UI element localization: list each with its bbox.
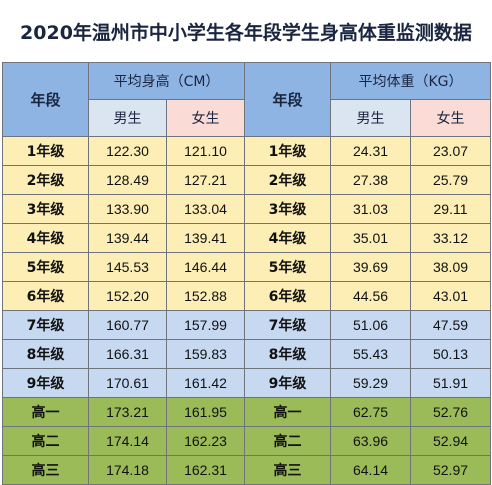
table-row: 7年级 160.77 157.99 7年级 51.06 47.59 bbox=[2, 310, 492, 340]
grade-cell-right: 5年级 bbox=[244, 252, 332, 282]
weight-male-cell: 39.69 bbox=[330, 252, 412, 282]
table-row: 9年级 170.61 161.42 9年级 59.29 51.91 bbox=[2, 368, 492, 398]
weight-female-cell: 25.79 bbox=[410, 165, 492, 195]
height-male-cell: 152.20 bbox=[88, 281, 167, 311]
height-female-cell: 146.44 bbox=[165, 252, 246, 282]
grade-cell-right: 高二 bbox=[244, 426, 332, 456]
table-row: 1年级 122.30 121.10 1年级 24.31 23.07 bbox=[2, 136, 492, 166]
weight-male-cell: 51.06 bbox=[330, 310, 412, 340]
grade-cell: 7年级 bbox=[2, 310, 89, 340]
weight-male-header: 男生 bbox=[330, 99, 412, 137]
weight-female-header: 女生 bbox=[410, 99, 492, 137]
height-female-cell: 139.41 bbox=[165, 223, 246, 253]
height-female-cell: 157.99 bbox=[165, 310, 246, 340]
grade-cell: 5年级 bbox=[2, 252, 89, 282]
table-row: 高二 174.14 162.23 高二 63.96 52.94 bbox=[2, 426, 492, 456]
table-row: 高三 174.18 162.31 高三 64.14 52.97 bbox=[2, 455, 492, 485]
weight-male-cell: 59.29 bbox=[330, 368, 412, 398]
page-title: 2020年温州市中小学生各年段学生身高体重监测数据 bbox=[0, 0, 492, 62]
grade-cell: 3年级 bbox=[2, 194, 89, 224]
height-female-cell: 127.21 bbox=[165, 165, 246, 195]
table-row: 5年级 145.53 146.44 5年级 39.69 38.09 bbox=[2, 252, 492, 282]
grade-cell: 9年级 bbox=[2, 368, 89, 398]
grade-cell: 4年级 bbox=[2, 223, 89, 253]
grade-cell: 1年级 bbox=[2, 136, 89, 166]
height-male-cell: 166.31 bbox=[88, 339, 167, 369]
weight-male-cell: 55.43 bbox=[330, 339, 412, 369]
grade-cell-right: 3年级 bbox=[244, 194, 332, 224]
weight-female-cell: 50.13 bbox=[410, 339, 492, 369]
weight-male-cell: 64.14 bbox=[330, 455, 412, 485]
height-female-cell: 161.95 bbox=[165, 397, 246, 427]
table-row: 8年级 166.31 159.83 8年级 55.43 50.13 bbox=[2, 339, 492, 369]
height-female-cell: 152.88 bbox=[165, 281, 246, 311]
table-row: 高一 173.21 161.95 高一 62.75 52.76 bbox=[2, 397, 492, 427]
table-row: 2年级 128.49 127.21 2年级 27.38 25.79 bbox=[2, 165, 492, 195]
height-male-cell: 128.49 bbox=[88, 165, 167, 195]
height-male-header: 男生 bbox=[88, 99, 167, 137]
height-group-header: 平均身高（CM） bbox=[87, 62, 246, 100]
weight-female-cell: 47.59 bbox=[410, 310, 492, 340]
grade-cell: 8年级 bbox=[2, 339, 89, 369]
grade-header-right: 年段 bbox=[244, 62, 332, 137]
table-row: 6年级 152.20 152.88 6年级 44.56 43.01 bbox=[2, 281, 492, 311]
grade-cell-right: 4年级 bbox=[244, 223, 332, 253]
height-male-cell: 145.53 bbox=[88, 252, 167, 282]
height-female-cell: 159.83 bbox=[165, 339, 246, 369]
weight-female-cell: 51.91 bbox=[410, 368, 492, 398]
header-row-sub: 男生 女生 男生 女生 bbox=[3, 99, 492, 137]
height-male-cell: 139.44 bbox=[88, 223, 167, 253]
grade-cell-right: 8年级 bbox=[244, 339, 332, 369]
weight-male-cell: 63.96 bbox=[330, 426, 412, 456]
grade-cell: 2年级 bbox=[2, 165, 89, 195]
weight-female-cell: 29.11 bbox=[410, 194, 492, 224]
weight-male-cell: 24.31 bbox=[330, 136, 412, 166]
grade-cell-right: 2年级 bbox=[244, 165, 332, 195]
weight-female-cell: 38.09 bbox=[410, 252, 492, 282]
height-female-cell: 162.31 bbox=[165, 455, 246, 485]
weight-male-cell: 27.38 bbox=[330, 165, 412, 195]
grade-cell: 6年级 bbox=[2, 281, 89, 311]
weight-female-cell: 52.76 bbox=[410, 397, 492, 427]
height-male-cell: 170.61 bbox=[88, 368, 167, 398]
weight-female-cell: 52.94 bbox=[410, 426, 492, 456]
grade-cell-right: 9年级 bbox=[244, 368, 332, 398]
table-row: 4年级 139.44 139.41 4年级 35.01 33.12 bbox=[2, 223, 492, 253]
weight-group-header: 平均体重（KG） bbox=[330, 62, 492, 100]
grade-header-left: 年段 bbox=[2, 62, 89, 137]
grade-cell: 高一 bbox=[2, 397, 89, 427]
data-table: 年段 平均身高（CM） 年段 平均体重（KG） 男生 女生 男生 女生 1年级 1… bbox=[2, 62, 492, 485]
grade-cell-right: 6年级 bbox=[244, 281, 332, 311]
grade-cell: 高二 bbox=[2, 426, 89, 456]
weight-female-cell: 52.97 bbox=[410, 455, 492, 485]
height-male-cell: 133.90 bbox=[88, 194, 167, 224]
grade-cell-right: 高一 bbox=[244, 397, 332, 427]
weight-female-cell: 23.07 bbox=[410, 136, 492, 166]
height-male-cell: 122.30 bbox=[88, 136, 167, 166]
height-female-cell: 121.10 bbox=[165, 136, 246, 166]
table-row: 3年级 133.90 133.04 3年级 31.03 29.11 bbox=[2, 194, 492, 224]
weight-male-cell: 31.03 bbox=[330, 194, 412, 224]
weight-male-cell: 44.56 bbox=[330, 281, 412, 311]
header-row-top: 年段 平均身高（CM） 年段 平均体重（KG） bbox=[2, 62, 492, 137]
height-female-header: 女生 bbox=[165, 99, 246, 137]
height-female-cell: 133.04 bbox=[165, 194, 246, 224]
grade-cell-right: 高三 bbox=[244, 455, 332, 485]
height-male-cell: 174.14 bbox=[88, 426, 167, 456]
grade-cell: 高三 bbox=[2, 455, 89, 485]
height-female-cell: 161.42 bbox=[165, 368, 246, 398]
weight-male-cell: 62.75 bbox=[330, 397, 412, 427]
height-male-cell: 173.21 bbox=[88, 397, 167, 427]
grade-cell-right: 1年级 bbox=[244, 136, 332, 166]
height-male-cell: 160.77 bbox=[88, 310, 167, 340]
height-male-cell: 174.18 bbox=[88, 455, 167, 485]
grade-cell-right: 7年级 bbox=[244, 310, 332, 340]
height-female-cell: 162.23 bbox=[165, 426, 246, 456]
weight-female-cell: 33.12 bbox=[410, 223, 492, 253]
weight-male-cell: 35.01 bbox=[330, 223, 412, 253]
weight-female-cell: 43.01 bbox=[410, 281, 492, 311]
